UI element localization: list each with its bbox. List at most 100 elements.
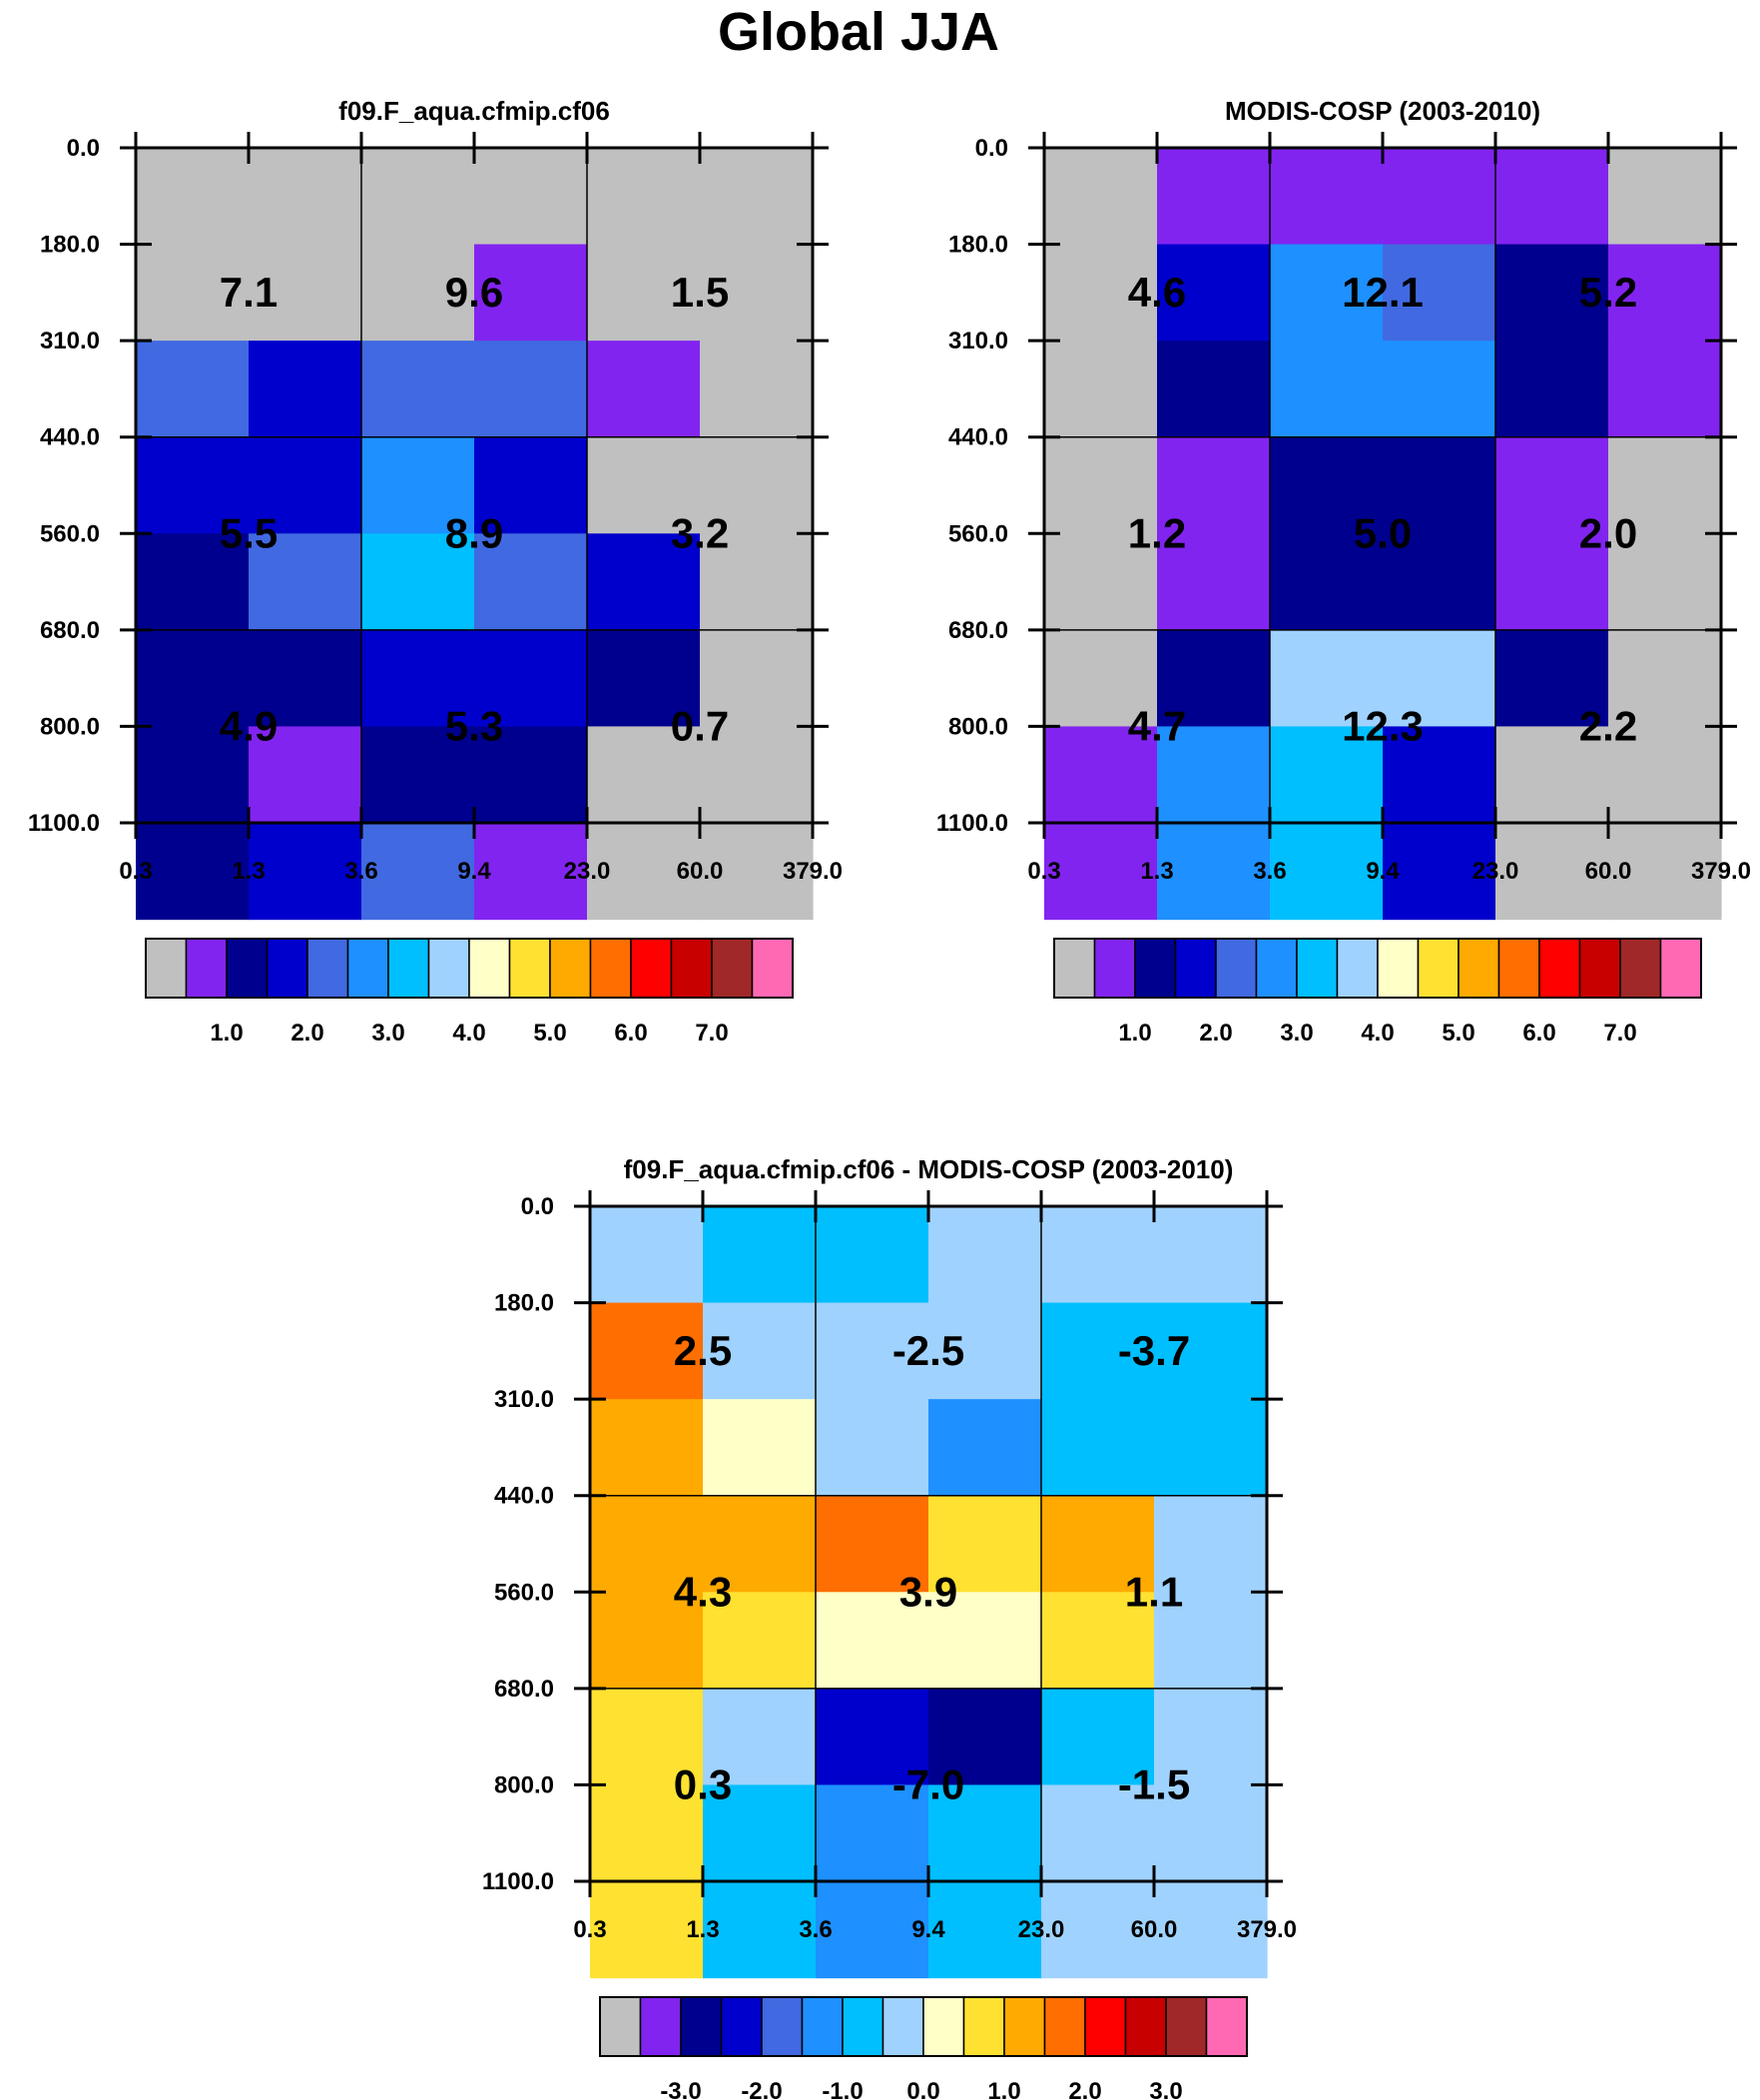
y-tick-label: 680.0 [40, 617, 100, 644]
heatmap-cell [928, 1399, 1042, 1497]
heatmap-cell [1157, 823, 1271, 921]
heatmap-cell [1383, 533, 1496, 631]
x-tick-label: 60.0 [1131, 1916, 1178, 1943]
colorbar-swatch [680, 1996, 723, 2057]
block-value-label: 1.2 [1128, 509, 1186, 556]
heatmap-cell [249, 533, 362, 631]
colorbar-swatch [1003, 1996, 1046, 2057]
heatmap-cell [1383, 629, 1496, 728]
colorbar-swatch [1084, 1996, 1127, 2057]
colorbar-label: 7.0 [1603, 1020, 1636, 1047]
colorbar-swatch [599, 1996, 642, 2057]
heatmap-cell [1157, 436, 1271, 534]
block-value-label: 0.7 [671, 702, 729, 749]
x-tick-label: 3.6 [1253, 858, 1286, 885]
heatmap-cell [136, 341, 250, 438]
colorbar-label: -3.0 [660, 2078, 701, 2100]
heatmap-cell [361, 629, 475, 728]
x-tick-label: 9.4 [911, 1916, 945, 1943]
y-tick-label: 440.0 [494, 1483, 554, 1510]
y-tick-label: 800.0 [40, 713, 100, 740]
colorbar-swatch [508, 938, 551, 999]
heatmap-cell [1044, 341, 1158, 438]
x-tick-label: 0.3 [1027, 858, 1060, 885]
heatmap-cell [1383, 341, 1496, 438]
heatmap-cell [474, 726, 588, 824]
heatmap-cell [1383, 244, 1496, 342]
y-tick-label: 310.0 [494, 1386, 554, 1413]
colorbar-swatch [1538, 938, 1581, 999]
block-value-label: 3.9 [899, 1568, 957, 1615]
colorbar-swatch [1659, 938, 1702, 999]
colorbar-swatch [1578, 938, 1621, 999]
heatmap-cell [587, 533, 701, 631]
colorbar-label: 2.0 [291, 1020, 323, 1047]
block-value-label: -3.7 [1118, 1327, 1190, 1374]
heatmap-cell [361, 244, 475, 342]
block-value-label: 2.2 [1579, 702, 1637, 749]
heatmap-cell [474, 533, 588, 631]
colorbar-label: -2.0 [741, 2078, 782, 2100]
block-value-label: -7.0 [892, 1760, 964, 1807]
colorbar-swatch [711, 938, 754, 999]
heatmap-cell [136, 629, 250, 728]
x-tick-label: 60.0 [1585, 858, 1632, 885]
colorbar-label: 3.0 [1149, 2078, 1182, 2100]
heatmap-cell [1270, 823, 1384, 921]
heatmap-cell [136, 436, 250, 534]
colorbar-label: 6.0 [1522, 1020, 1555, 1047]
heatmap-cell [1270, 629, 1384, 728]
heatmap-cell [474, 629, 588, 728]
block-value-label: 4.6 [1128, 269, 1186, 316]
x-tick-label: 9.4 [457, 858, 491, 885]
heatmap-cell [700, 244, 814, 342]
heatmap-cell [590, 1688, 704, 1786]
colorbar-swatch [145, 938, 188, 999]
heatmap-cell [700, 726, 814, 824]
heatmap-cell [1608, 726, 1722, 824]
colorbar-swatch [639, 1996, 682, 2057]
colorbar-swatch [1205, 1996, 1248, 2057]
heatmap-cell [700, 341, 814, 438]
colorbar-label: 1.0 [210, 1020, 243, 1047]
colorbar-swatch [720, 1996, 763, 2057]
heatmap-cell [928, 1592, 1042, 1690]
colorbar-swatch [1124, 1996, 1167, 2057]
heatmap-cell [474, 436, 588, 534]
heatmap-cell [1383, 148, 1496, 246]
heatmap-cell [1270, 341, 1384, 438]
colorbar-swatch [670, 938, 713, 999]
colorbar-swatch [1093, 938, 1136, 999]
heatmap-cell [816, 1399, 929, 1497]
panel-title: f09.F_aqua.cfmip.cf06 - MODIS-COSP (2003… [624, 1154, 1234, 1184]
heatmap-cell [361, 436, 475, 534]
heatmap-cell [1041, 1399, 1155, 1497]
y-tick-label: 0.0 [67, 135, 100, 162]
heatmap-cell [1154, 1302, 1268, 1400]
heatmap-cell [816, 1688, 929, 1786]
heatmap-cell [587, 341, 701, 438]
x-tick-label: 379.0 [1237, 1916, 1297, 1943]
y-tick-label: 180.0 [494, 1290, 554, 1317]
heatmap-cell [361, 341, 475, 438]
heatmap-cell [1041, 1881, 1155, 1979]
colorbar-swatch [842, 1996, 884, 2057]
y-tick-label: 0.0 [521, 1193, 554, 1220]
colorbar-swatch [801, 1996, 844, 2057]
heatmap-cell [1044, 148, 1158, 246]
heatmap-cell [1495, 244, 1609, 342]
y-tick-label: 180.0 [40, 232, 100, 259]
colorbar-label: 2.0 [1068, 2078, 1101, 2100]
colorbar-swatch [922, 1996, 965, 2057]
colorbar-swatch [1458, 938, 1500, 999]
heatmap-cell [587, 148, 701, 246]
colorbar-swatch [1215, 938, 1258, 999]
colorbar-swatch [1134, 938, 1177, 999]
heatmap-cell [1157, 726, 1271, 824]
heatmap-cell [1041, 1592, 1155, 1690]
heatmap-cell [474, 244, 588, 342]
colorbar-label: 4.0 [452, 1020, 485, 1047]
colorbar-frame [1053, 938, 1702, 999]
colorbar-label: -1.0 [822, 2078, 863, 2100]
